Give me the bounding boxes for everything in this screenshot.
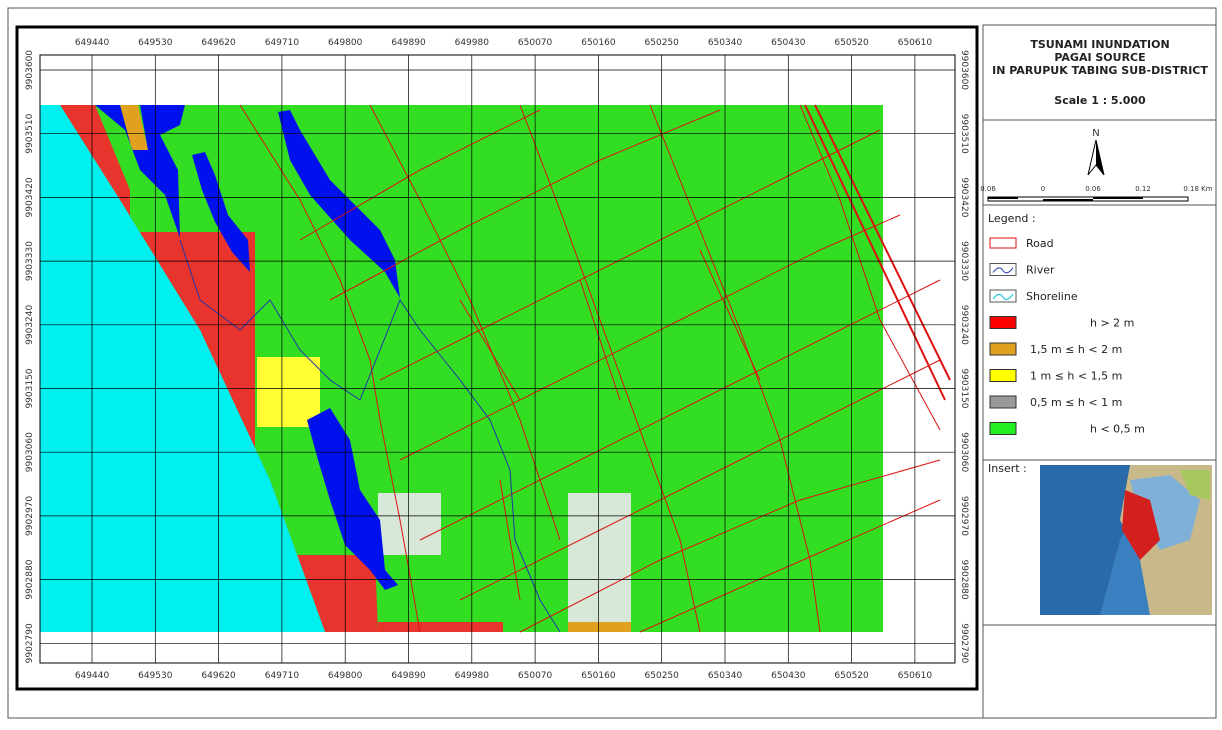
y-coord-label: 9903420	[25, 177, 35, 217]
sea	[40, 105, 325, 632]
x-coord-label: 650430	[771, 38, 806, 48]
y-coord-label: 9903330	[25, 241, 35, 281]
legend-swatch	[989, 369, 1017, 382]
legend-label: River	[1026, 264, 1055, 277]
x-coord-label: 649800	[328, 671, 363, 681]
legend-swatch	[992, 293, 1014, 300]
river	[179, 239, 561, 633]
zone-1m	[257, 357, 320, 427]
x-coord-label: 650610	[898, 38, 933, 48]
x-coord-label: 650250	[645, 671, 680, 681]
grid: 649440 649440 649530 649530 649620 649620 6497…	[25, 38, 969, 681]
title-line: TSUNAMI INUNDATION	[1030, 38, 1169, 51]
x-coord-label: 650610	[898, 671, 933, 681]
north-label: N	[1092, 128, 1099, 139]
x-coord-label: 649530	[138, 38, 173, 48]
x-coord-label: 649800	[328, 38, 363, 48]
map-frame	[15, 25, 979, 691]
side-panel	[982, 24, 1217, 719]
y-coord-label: 9903240	[959, 305, 969, 345]
scale-text: Scale 1 : 5.000	[1054, 94, 1146, 107]
map-area	[40, 104, 951, 633]
legend-title: Legend :	[988, 212, 1036, 225]
legend-swatch	[989, 237, 1017, 249]
x-coord-label: 649710	[265, 38, 300, 48]
x-coord-label: 649890	[391, 671, 426, 681]
x-coord-label: 649980	[455, 671, 490, 681]
x-coord-label: 649440	[75, 671, 110, 681]
legend-label: Road	[1026, 237, 1054, 250]
legend-swatch	[989, 263, 1017, 276]
lakes	[95, 105, 400, 590]
y-coord-label: 9903420	[959, 177, 969, 217]
title-line: IN PARUPUK TABING SUB-DISTRICT	[992, 64, 1208, 77]
x-coord-label: 650520	[834, 38, 869, 48]
legend-swatch	[989, 422, 1017, 435]
scale-bar-label: 0.18 Km	[1183, 185, 1212, 193]
x-coord-label: 650160	[581, 671, 616, 681]
x-coord-label: 650070	[518, 38, 553, 48]
scale-bar-label: 0.12	[1135, 185, 1151, 193]
legend-swatch	[989, 342, 1017, 356]
insert-label: Insert :	[988, 462, 1027, 475]
legend-swatch	[992, 267, 1014, 274]
y-coord-label: 9903510	[959, 114, 969, 154]
y-coord-label: 9903600	[959, 50, 969, 90]
y-coord-label: 9903510	[25, 113, 35, 153]
y-coord-label: 9903600	[25, 50, 35, 90]
scale-bar-label: 0.06	[1085, 185, 1101, 193]
scale-bar	[987, 196, 1189, 202]
y-coord-label: 9902970	[25, 496, 35, 536]
x-coord-label: 650340	[708, 38, 743, 48]
scale-bar-label: 0	[1041, 185, 1045, 193]
x-coord-label: 649980	[455, 38, 490, 48]
x-coord-label: 649620	[201, 671, 236, 681]
y-coord-label: 9903060	[959, 432, 969, 472]
x-coord-label: 650250	[645, 38, 680, 48]
legend-label: h > 2 m	[1090, 317, 1134, 330]
insert-map	[1040, 465, 1212, 615]
y-coord-label: 9903150	[959, 368, 969, 408]
zone-high	[60, 105, 378, 632]
zone-15m	[568, 622, 631, 632]
legend-label: Shoreline	[1026, 290, 1078, 303]
x-coord-label: 650430	[771, 671, 806, 681]
y-coord-label: 9903240	[25, 304, 35, 344]
legend-swatch	[989, 289, 1017, 303]
x-coord-label: 649710	[265, 671, 300, 681]
x-coord-label: 649620	[201, 38, 236, 48]
x-coord-label: 650340	[708, 671, 743, 681]
x-coord-label: 650160	[581, 38, 616, 48]
zone-05m	[568, 493, 631, 623]
y-coord-label: 9903060	[25, 432, 35, 472]
y-coord-label: 9903330	[959, 241, 969, 281]
legend-swatch	[989, 395, 1017, 409]
x-coord-label: 649890	[391, 38, 426, 48]
zone-15m	[120, 105, 148, 150]
map-inner-frame	[39, 54, 956, 664]
scale-bar-label: 0.06	[980, 185, 996, 193]
zone-05m	[378, 493, 441, 555]
legend-swatch	[989, 316, 1017, 329]
y-coord-label: 9902790	[959, 623, 969, 663]
x-coord-label: 650070	[518, 671, 553, 681]
legend-label: h < 0,5 m	[1090, 423, 1145, 436]
y-coord-label: 9903150	[25, 368, 35, 408]
legend: Road River Shoreline h > 2 m 1,5 m ≤ h < 2 m…	[989, 237, 1145, 436]
title-line: PAGAI SOURCE	[1054, 51, 1145, 64]
y-coord-label: 9902970	[959, 496, 969, 536]
x-coord-label: 649440	[75, 38, 110, 48]
legend-label: 1,5 m ≤ h < 2 m	[1030, 343, 1122, 356]
y-coord-label: 9902880	[25, 559, 35, 599]
x-coord-label: 650520	[834, 671, 869, 681]
roads	[239, 104, 951, 633]
zone-high	[378, 622, 503, 632]
y-coord-label: 9902790	[25, 623, 35, 663]
legend-label: 0,5 m ≤ h < 1 m	[1030, 396, 1122, 409]
x-coord-label: 649530	[138, 671, 173, 681]
y-coord-label: 9902880	[959, 560, 969, 600]
legend-label: 1 m ≤ h < 1,5 m	[1030, 370, 1122, 383]
